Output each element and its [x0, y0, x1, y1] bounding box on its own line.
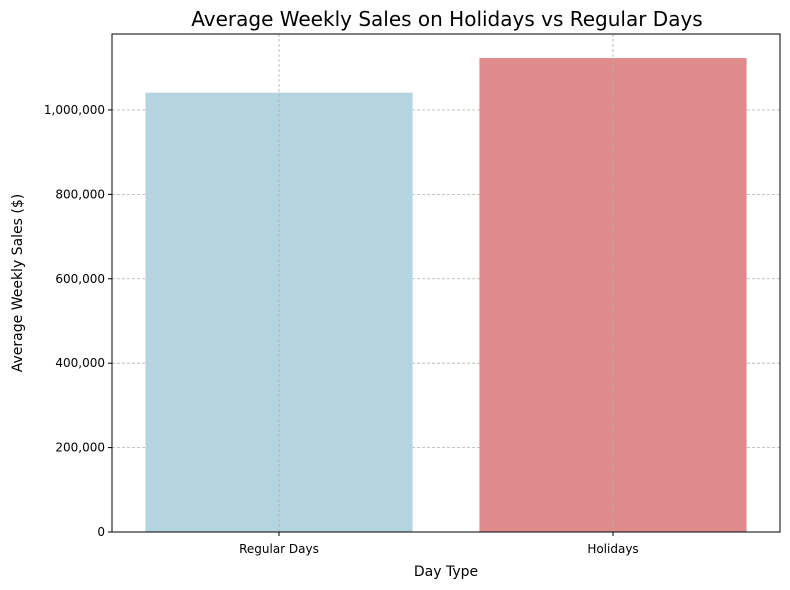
- chart-title: Average Weekly Sales on Holidays vs Regu…: [191, 7, 702, 31]
- y-tick-label: 200,000: [55, 441, 105, 455]
- y-tick-label: 600,000: [55, 272, 105, 286]
- y-tick-label: 0: [97, 525, 105, 539]
- x-tick-label: Regular Days: [239, 542, 319, 556]
- y-tick-label: 800,000: [55, 187, 105, 201]
- y-axis-ticks: 0 200,000 400,000 600,000 800,000 1,000,000: [44, 103, 112, 539]
- x-tick-label: Holidays: [587, 542, 638, 556]
- plot-frame: [111, 33, 781, 533]
- bar-layer: [145, 34, 747, 532]
- x-axis-label: Day Type: [414, 564, 478, 580]
- y-axis-label: Average Weekly Sales ($): [10, 194, 26, 372]
- x-axis-ticks: Regular Days Holidays: [239, 532, 639, 556]
- y-tick-label: 400,000: [55, 356, 105, 370]
- y-tick-label: 1,000,000: [44, 103, 105, 117]
